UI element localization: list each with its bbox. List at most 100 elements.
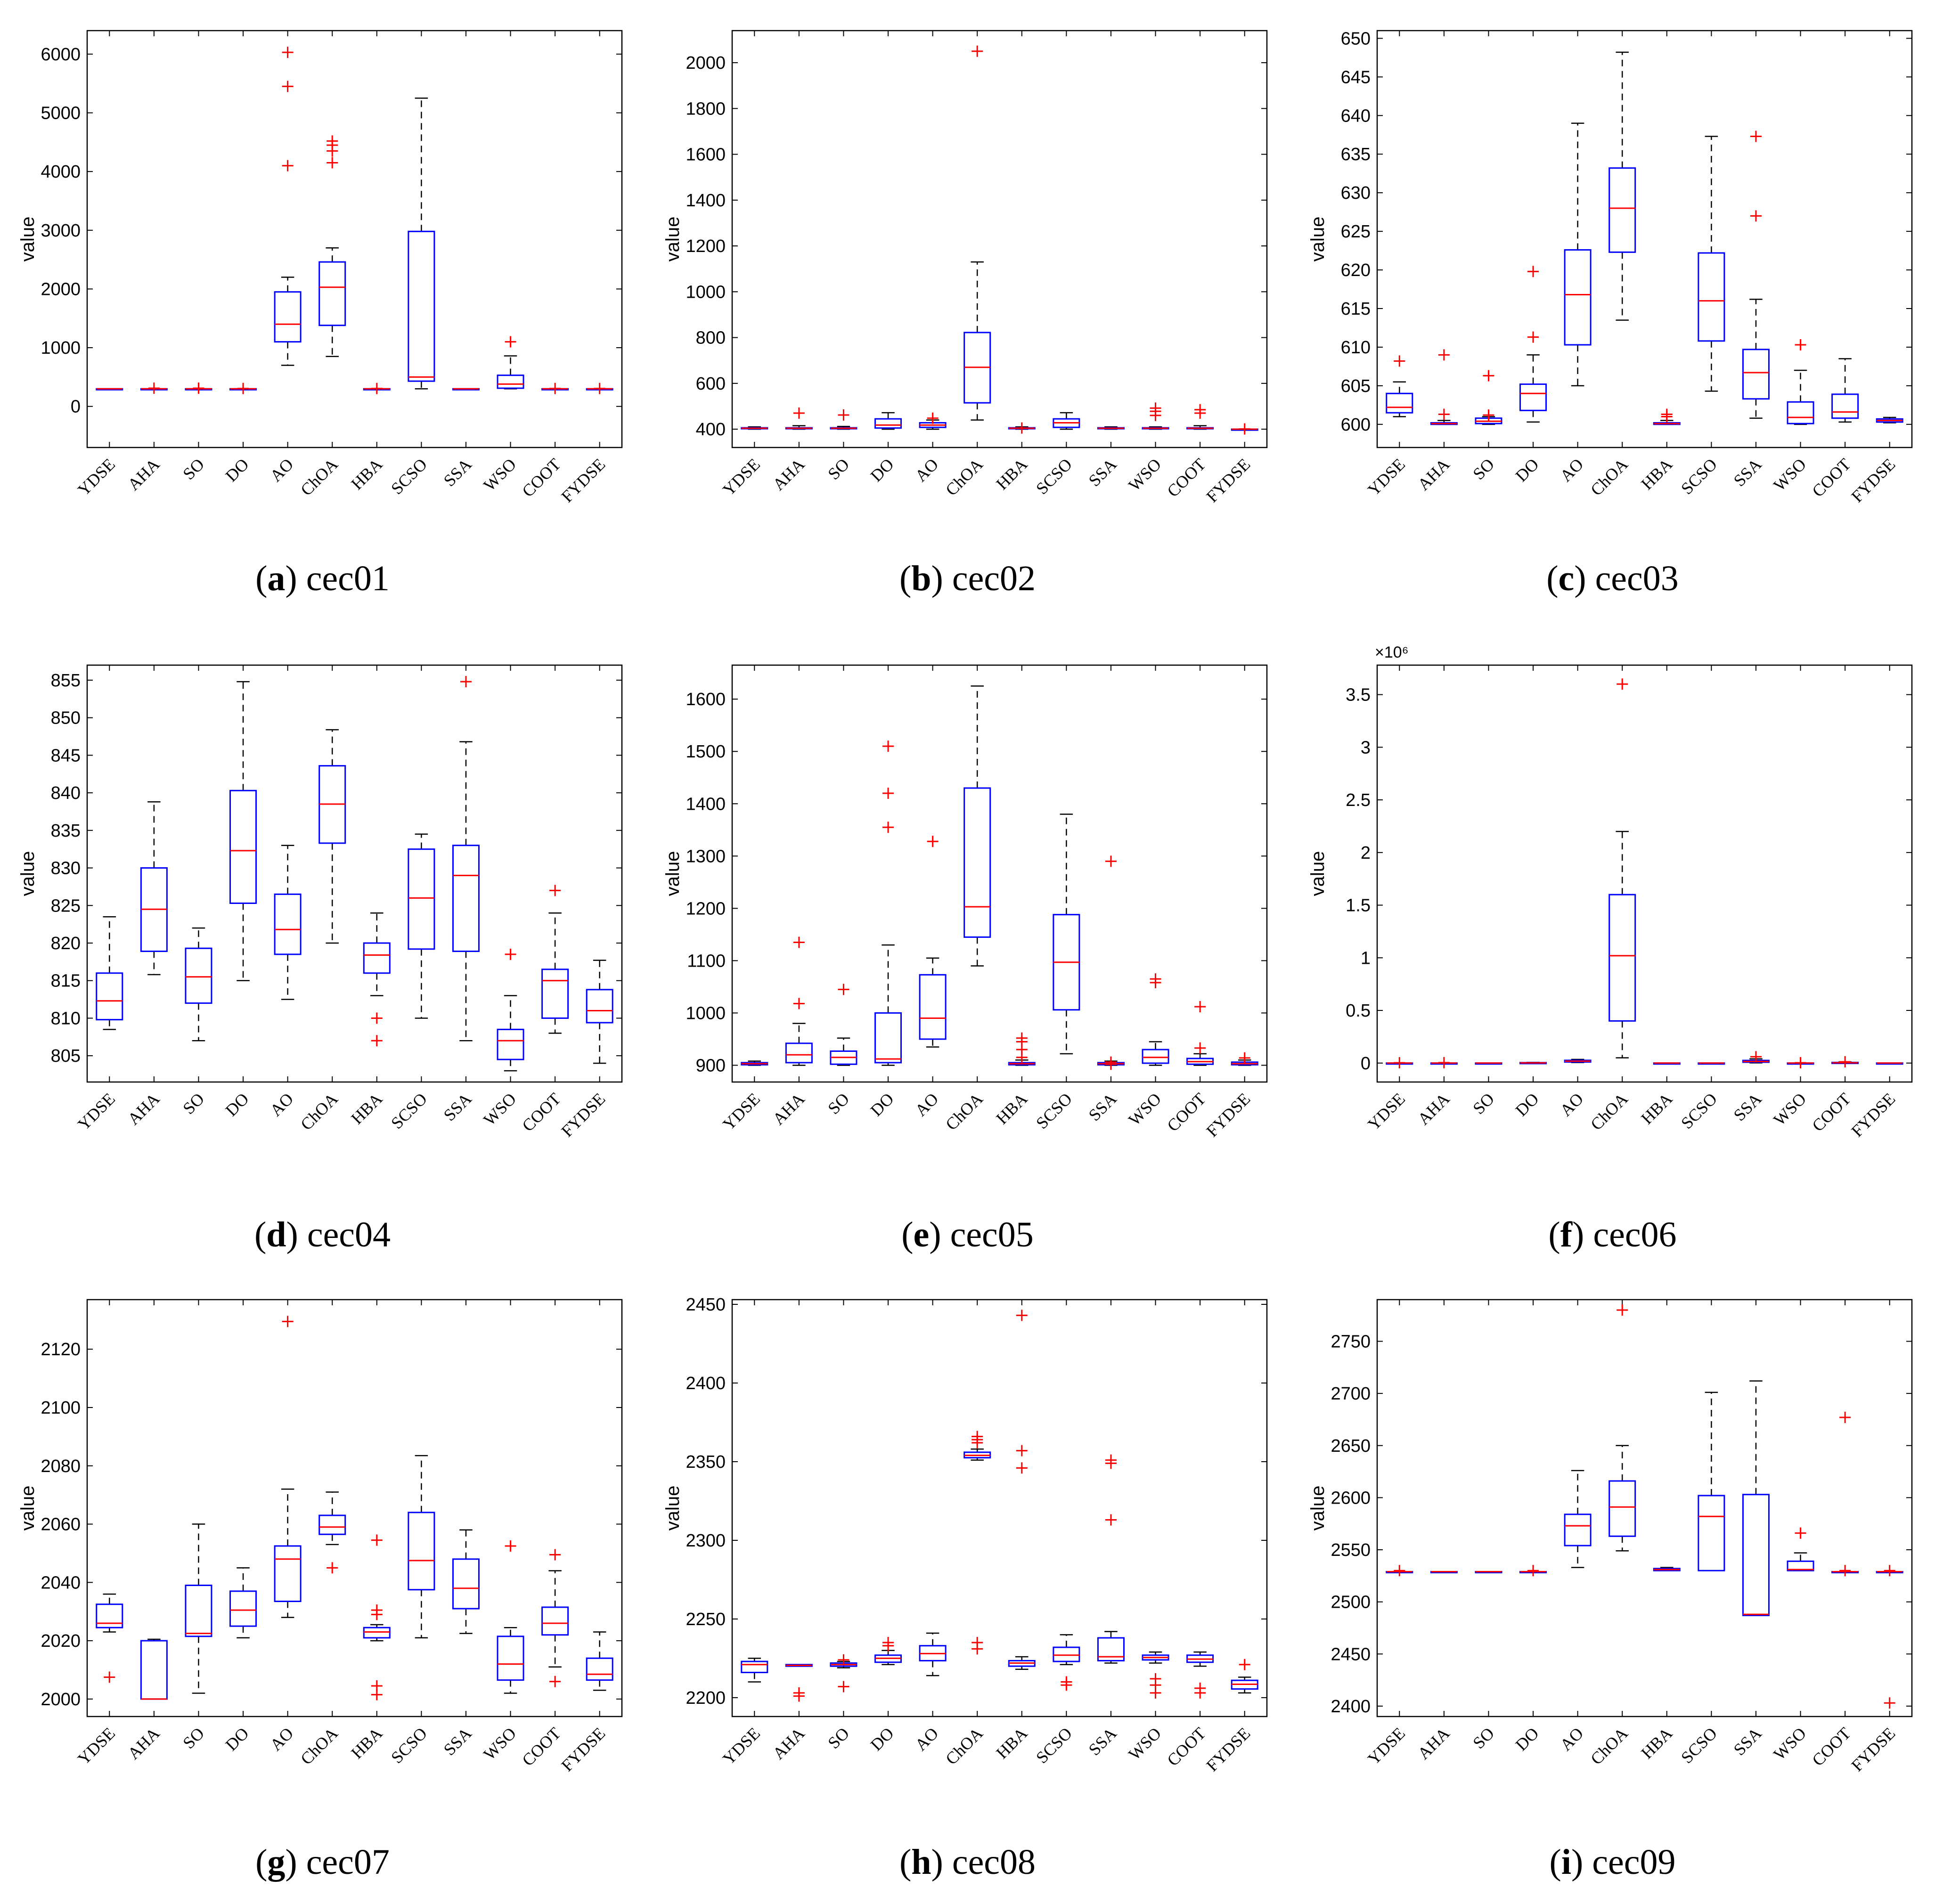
box-iqr bbox=[497, 374, 524, 389]
box-WSO bbox=[497, 948, 524, 1072]
box-SO bbox=[185, 927, 212, 1042]
x-tick-label: ChOA bbox=[942, 455, 987, 499]
x-tick-label: SSA bbox=[1730, 1089, 1765, 1124]
chart-cec09: 2400 2450 2500 2550 2600 2650 2700 2750 value YDS… bbox=[1307, 1299, 1913, 1775]
x-tick-label: DO bbox=[1512, 1089, 1543, 1120]
y-axis-label: value bbox=[662, 217, 683, 262]
outlier-marker bbox=[549, 1549, 561, 1561]
outlier-marker bbox=[1527, 1565, 1539, 1577]
box-COOT bbox=[1831, 1412, 1859, 1577]
x-tick-label: SSA bbox=[1730, 455, 1765, 490]
outlier-marker bbox=[1150, 1673, 1161, 1684]
box-iqr bbox=[1698, 252, 1725, 342]
box-iqr bbox=[541, 1606, 569, 1636]
outlier-marker bbox=[1194, 1001, 1206, 1013]
box-AO bbox=[919, 412, 947, 430]
x-tick-label: DO bbox=[222, 1089, 253, 1120]
box-iqr bbox=[541, 968, 569, 1019]
box-YDSE bbox=[741, 1658, 768, 1683]
y-tick-label: 1400 bbox=[686, 191, 726, 211]
box-iqr bbox=[1608, 1480, 1636, 1537]
box-SCSO bbox=[1053, 412, 1080, 430]
y-tick-label: 1600 bbox=[686, 145, 726, 165]
plot-frame bbox=[1376, 664, 1913, 1083]
x-tick-label: FYDSE bbox=[1847, 1724, 1899, 1775]
y-tick-label: 2000 bbox=[41, 1690, 81, 1709]
x-tick-label: AHA bbox=[1414, 1089, 1453, 1128]
box-iqr bbox=[229, 1590, 257, 1627]
y-tick-label: 2750 bbox=[1331, 1332, 1371, 1352]
y-tick-label: 2350 bbox=[686, 1452, 726, 1472]
x-tick-label: DO bbox=[867, 1724, 898, 1754]
x-tick-label: AO bbox=[1556, 455, 1587, 485]
y-tick-label: 1600 bbox=[686, 690, 726, 709]
box-SSA bbox=[1742, 1051, 1770, 1064]
outlier-marker bbox=[1150, 402, 1161, 414]
outlier-marker bbox=[1527, 331, 1539, 343]
box-AO bbox=[274, 845, 302, 1000]
y-tick-label: 1500 bbox=[686, 742, 726, 762]
x-tick-label: SCSO bbox=[1032, 1089, 1076, 1132]
x-tick-label: SSA bbox=[440, 455, 475, 490]
chart-cec05: 900 1000 1100 1200 1300 1400 1500 1600 value YDSE… bbox=[662, 664, 1268, 1140]
box-FYDSE bbox=[1876, 1565, 1903, 1709]
x-tick-label: YDSE bbox=[74, 1089, 119, 1134]
box-iqr bbox=[963, 787, 991, 938]
y-tick-label: 610 bbox=[1341, 338, 1371, 358]
x-tick-label: AHA bbox=[769, 455, 808, 494]
x-tick-label: ChOA bbox=[297, 455, 342, 499]
y-tick-label: 630 bbox=[1341, 183, 1371, 203]
x-tick-label: SCSO bbox=[1677, 1089, 1721, 1132]
y-tick-label: 2400 bbox=[1331, 1697, 1371, 1717]
box-SCSO bbox=[1053, 814, 1080, 1055]
box-DO bbox=[229, 681, 257, 981]
y-tick-label: 600 bbox=[1341, 415, 1371, 435]
outlier-marker bbox=[505, 1540, 516, 1552]
x-tick-label: COOT bbox=[518, 1089, 564, 1135]
y-tick-label: 2200 bbox=[686, 1688, 726, 1708]
box-YDSE bbox=[1386, 1565, 1413, 1577]
box-iqr bbox=[1787, 401, 1814, 424]
x-tick-label: HBA bbox=[992, 455, 1031, 493]
box-AHA bbox=[785, 936, 813, 1066]
box-ChOA bbox=[318, 135, 346, 358]
caption-cec06: (f) cec06 bbox=[1548, 1215, 1677, 1254]
x-tick-label: ChOA bbox=[942, 1724, 987, 1768]
y-tick-label: 640 bbox=[1341, 106, 1371, 126]
outlier-marker bbox=[882, 788, 894, 799]
box-iqr bbox=[452, 1558, 480, 1610]
x-tick-label: AHA bbox=[124, 1724, 163, 1763]
box-WSO bbox=[1787, 339, 1814, 425]
y-tick-label: 2700 bbox=[1331, 1384, 1371, 1404]
box-DO bbox=[1519, 266, 1547, 423]
outlier-marker bbox=[1795, 339, 1806, 351]
box-iqr bbox=[1698, 1495, 1725, 1571]
x-tick-label: SO bbox=[1469, 1724, 1498, 1752]
y-tick-label: 2600 bbox=[1331, 1488, 1371, 1508]
outlier-marker bbox=[882, 1637, 894, 1649]
y-tick-label: 625 bbox=[1341, 222, 1371, 242]
x-tick-label: HBA bbox=[992, 1724, 1031, 1762]
y-axis-label: value bbox=[17, 851, 38, 896]
box-FYDSE bbox=[586, 1631, 613, 1691]
caption-letter: d bbox=[266, 1215, 286, 1254]
box-ChOA bbox=[318, 729, 346, 944]
box-YDSE bbox=[96, 388, 123, 391]
y-tick-label: 2060 bbox=[41, 1515, 81, 1535]
x-tick-label: FYDSE bbox=[557, 1089, 609, 1140]
box-iqr bbox=[1608, 894, 1636, 1022]
y-tick-label: 1000 bbox=[686, 282, 726, 302]
x-tick-label: ChOA bbox=[297, 1724, 342, 1768]
box-WSO bbox=[1787, 1527, 1814, 1571]
chart-cec01: 0 1000 2000 3000 4000 5000 6000 value YDSE AHA SO D… bbox=[17, 30, 623, 506]
x-tick-label: YDSE bbox=[1364, 1089, 1409, 1134]
outlier-marker bbox=[838, 1654, 849, 1666]
plot-frame bbox=[1376, 30, 1913, 448]
outlier-marker bbox=[1839, 1565, 1851, 1577]
box-COOT bbox=[1186, 404, 1214, 430]
outlier-marker bbox=[371, 382, 383, 394]
outlier-marker bbox=[1750, 210, 1762, 222]
box-iqr bbox=[185, 1585, 212, 1637]
x-tick-label: HBA bbox=[1637, 1089, 1676, 1128]
y-tick-label: 815 bbox=[51, 971, 81, 991]
